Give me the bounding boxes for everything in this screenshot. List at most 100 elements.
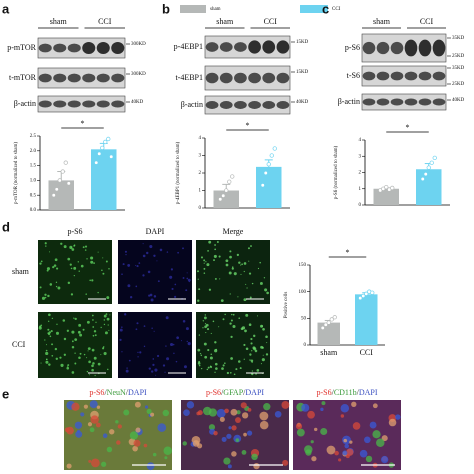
micrograph-speck [44, 293, 47, 296]
micrograph-speck [124, 313, 127, 316]
cell [134, 401, 141, 408]
micrograph-speck [97, 362, 101, 366]
cell [314, 427, 318, 432]
micrograph-speck [252, 346, 256, 350]
cell [227, 464, 232, 469]
micrograph-speck [244, 329, 247, 333]
micrograph-speck [207, 366, 210, 369]
micrograph-speck [45, 344, 48, 346]
micrograph-speck [41, 296, 46, 300]
data-point [227, 179, 232, 184]
y-tick-label: 150 [299, 263, 307, 268]
cell [219, 416, 225, 422]
cell [95, 422, 101, 428]
cell [241, 449, 247, 455]
blot-band [376, 98, 390, 106]
panel-label: d [2, 219, 10, 234]
micrograph-speck [157, 280, 160, 283]
micrograph-speck [40, 260, 43, 263]
data-point [332, 315, 337, 320]
micrograph-speck [66, 366, 70, 370]
blot-row-label: β-actin [14, 99, 36, 108]
micrograph-speck [56, 267, 59, 270]
micrograph-speck [241, 263, 243, 266]
micrograph-speck [55, 357, 58, 360]
micrograph-speck [230, 319, 233, 322]
data-point [224, 188, 229, 193]
title-part: / [221, 388, 224, 397]
micrograph-speck [209, 365, 213, 369]
micrograph-speck [50, 330, 53, 333]
micrograph-speck [121, 351, 123, 353]
micrograph-speck [78, 356, 81, 360]
bar [416, 169, 442, 205]
micrograph-speck [71, 371, 75, 374]
micrograph-speck [106, 296, 110, 300]
micrograph-speck [107, 324, 109, 326]
micrograph-speck [70, 267, 73, 270]
cell [235, 417, 241, 424]
blot-band [418, 98, 432, 106]
title-part: / [126, 388, 129, 397]
bar [213, 190, 239, 208]
micrograph-speck [226, 371, 230, 375]
micrograph-speck [205, 261, 207, 263]
micrograph-speck [73, 275, 75, 277]
micrograph-speck [261, 358, 265, 362]
micrograph-speck [207, 348, 210, 352]
data-point [358, 295, 363, 301]
blot-band [82, 42, 96, 54]
panel-label: a [2, 1, 10, 16]
y-tick-label: 50 [301, 316, 307, 321]
micrograph-speck [93, 330, 97, 333]
micrograph-speck [103, 319, 106, 321]
cell [226, 433, 232, 439]
cell [342, 450, 348, 456]
micrograph-speck [102, 347, 105, 350]
size-marker: 300KD [131, 72, 146, 77]
micrograph-speck [45, 360, 49, 364]
data-point [272, 146, 277, 151]
cell [259, 411, 269, 421]
micrograph-speck [186, 272, 188, 274]
data-point [260, 183, 265, 188]
micrograph-speck [90, 260, 94, 264]
cell [202, 406, 212, 416]
micrograph-speck [265, 335, 268, 339]
data-point [57, 178, 62, 183]
micrograph-speck [262, 354, 264, 356]
micrograph [118, 240, 192, 304]
cell [135, 427, 141, 433]
blot-band [376, 41, 390, 55]
y-tick-label: 4 [359, 138, 362, 143]
blot-band [418, 39, 432, 57]
micrograph-speck [176, 336, 180, 340]
micrograph-speck [204, 323, 207, 325]
cell [132, 445, 138, 452]
micrograph-speck [122, 263, 125, 266]
micrograph-speck [175, 360, 178, 363]
cell [235, 438, 240, 443]
micrograph-speck [197, 348, 201, 352]
blot-band [82, 100, 96, 108]
micrograph-speck [103, 351, 107, 356]
y-tick-label: 2.5 [30, 134, 37, 139]
micrograph-speck [177, 251, 179, 254]
title-part: / [104, 388, 107, 397]
micrograph-speck [249, 353, 252, 356]
micrograph-speck [212, 320, 215, 323]
cell [109, 429, 115, 435]
micrograph-speck [250, 337, 253, 341]
micrograph-speck [206, 263, 210, 267]
micrograph-speck [255, 373, 257, 375]
micrograph-speck [251, 370, 253, 372]
micrograph-speck [47, 328, 50, 331]
micrograph-speck [139, 351, 142, 354]
cell [89, 427, 95, 433]
micrograph-speck [265, 353, 269, 356]
micrograph [118, 312, 192, 378]
micrograph-speck [250, 359, 254, 363]
blot-band [432, 71, 446, 81]
micrograph-speck [92, 334, 95, 337]
cell [164, 456, 168, 460]
